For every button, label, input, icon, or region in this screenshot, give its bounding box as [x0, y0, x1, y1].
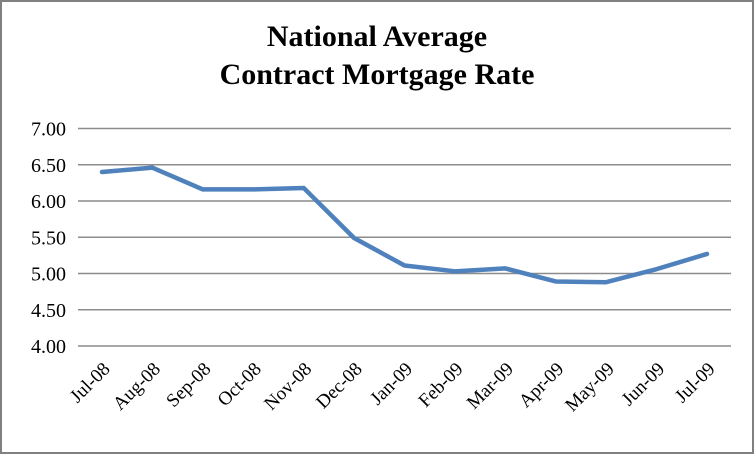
mortgage-rate-series-line — [99, 165, 710, 285]
y-axis-tick-label: 7.00 — [31, 119, 66, 141]
y-axis-tick-label: 6.00 — [31, 191, 66, 213]
chart-title-line-2: Contract Mortgage Rate — [219, 58, 535, 91]
x-axis-tick-label: Jun-09 — [618, 359, 669, 410]
x-axis-tick-label: Nov-08 — [260, 359, 316, 415]
chart-title: National Average Contract Mortgage Rate — [2, 18, 752, 94]
x-axis-tick-label: Dec-08 — [312, 359, 366, 413]
x-axis-tick-label: Feb-09 — [415, 359, 468, 412]
y-axis-tick-label: 4.00 — [31, 336, 66, 358]
x-axis-tick-label: Apr-09 — [515, 359, 568, 412]
x-axis-tick-label: Jan-09 — [366, 359, 417, 410]
y-axis-tick-label: 5.50 — [31, 227, 66, 249]
y-axis-tick-label: 6.50 — [31, 155, 66, 177]
x-axis-tick-label: Oct-08 — [214, 359, 266, 411]
y-axis-tick-label: 4.50 — [31, 300, 66, 322]
x-axis-tick-label: Aug-08 — [109, 359, 165, 415]
chart-title-line-1: National Average — [266, 20, 488, 53]
x-axis-tick-label: Jul-08 — [66, 359, 114, 407]
x-axis-tick-label: Sep-08 — [162, 359, 215, 412]
x-axis-tick-label: Mar-09 — [463, 359, 518, 414]
y-axis-tick-label: 5.00 — [31, 264, 66, 286]
x-axis-tick-label: Jul-09 — [671, 359, 719, 407]
x-axis-tick-label: May-09 — [561, 359, 618, 416]
